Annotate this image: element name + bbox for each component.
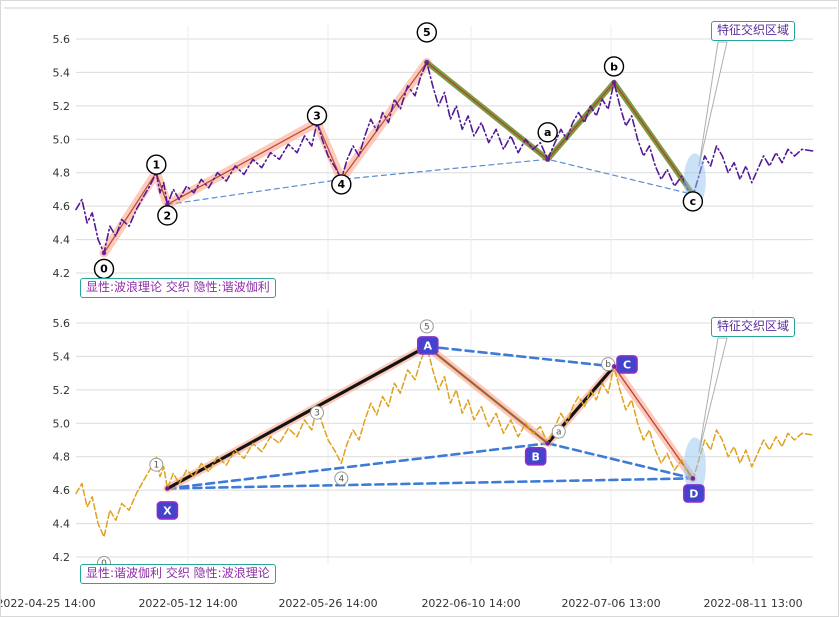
top-y-tick-label: 4.2 — [53, 267, 71, 280]
top-annotation-box: 特征交织区域 — [711, 21, 796, 41]
bottom-y-tick-label: 4.8 — [53, 451, 71, 464]
bottom-annotation-box: 特征交织区域 — [711, 317, 796, 337]
bottom-y-tick-label: 4.2 — [53, 551, 71, 564]
minor-wave-label-text-4: 4 — [338, 474, 344, 484]
bottom-price-line — [75, 345, 814, 538]
bottom-y-tick-label: 4.6 — [53, 484, 71, 497]
harmonic-thick-line — [165, 344, 429, 491]
harmonic-dashed-line — [546, 441, 695, 480]
wave-label-4 — [331, 174, 352, 195]
minor-wave-label-a — [551, 424, 566, 439]
wave-label-text-0: 0 — [100, 263, 108, 276]
x-axis-label: 2022-08-11 13:00 — [703, 597, 802, 610]
minor-wave-label-text-0: 0 — [101, 559, 107, 569]
harmonic-dashed-line — [166, 477, 695, 490]
harmonic-label-B — [524, 447, 547, 466]
wave-label-c — [682, 191, 704, 212]
wave-label-text-4: 4 — [337, 178, 345, 191]
wave-label-text-a: a — [544, 126, 551, 139]
wave-label-text-b: b — [610, 60, 618, 73]
top-y-tick-label: 5.6 — [53, 33, 71, 46]
bottom-y-tick-label: 5.0 — [53, 417, 71, 430]
minor-wave-label-1 — [149, 457, 164, 472]
top-y-tick-label: 5.4 — [53, 66, 71, 79]
top-legend-box: 显性:波浪理论 交织 隐性:谐波伽利 — [80, 278, 276, 298]
bottom-y-tick-label: 5.4 — [53, 350, 71, 363]
wave-label-5 — [416, 22, 438, 43]
wave-label-1 — [146, 154, 167, 175]
top-price-line — [75, 61, 814, 254]
minor-wave-label-3 — [309, 405, 324, 420]
top-y-tick-label: 4.8 — [53, 167, 71, 180]
wave-label-b — [603, 56, 625, 77]
wave-label-a — [537, 122, 558, 143]
x-axis-label: 2022-04-25 14:00 — [1, 597, 96, 610]
harmonic-label-text-A: A — [424, 339, 433, 352]
harmonic-dashed-line — [166, 441, 550, 490]
bottom-y-tick-label: 5.2 — [53, 384, 71, 397]
minor-wave-label-text-1: 1 — [153, 461, 159, 471]
x-axis-label: 2022-07-06 13:00 — [561, 597, 660, 610]
bottom-highlight-ellipse — [683, 437, 706, 496]
top-annotation-pointer — [698, 41, 728, 167]
wave-label-text-1: 1 — [153, 159, 161, 172]
harmonic-label-text-D: D — [689, 487, 698, 500]
minor-wave-label-b — [601, 357, 616, 372]
top-y-tick-label: 4.4 — [53, 234, 71, 247]
x-axis-label: 2022-06-10 14:00 — [421, 597, 520, 610]
top-y-tick-label: 5.0 — [53, 133, 71, 146]
wave-label-text-c: c — [690, 195, 697, 208]
wave-label-text-3: 3 — [313, 109, 321, 122]
bottom-y-tick-label: 5.6 — [53, 317, 71, 330]
top-corrective-green-line — [424, 59, 696, 198]
bottom-y-tick-label: 4.4 — [53, 518, 71, 531]
bottom-annotation-pointer — [698, 337, 728, 453]
bottom-legend-box: 显性:谐波伽利 交织 隐性:波浪理论 — [80, 564, 276, 584]
minor-wave-label-text-a: a — [556, 428, 562, 438]
top-y-tick-label: 5.2 — [53, 100, 71, 113]
wave-label-text-2: 2 — [164, 209, 172, 222]
harmonic-dashed-line — [425, 345, 616, 368]
x-axis-label: 2022-05-12 14:00 — [138, 597, 237, 610]
harmonic-label-text-B: B — [531, 450, 539, 463]
minor-wave-label-text-b: b — [605, 360, 611, 370]
minor-wave-label-4 — [334, 471, 349, 486]
top-y-tick-label: 4.6 — [53, 200, 71, 213]
top-support-dashed-line — [166, 158, 694, 206]
minor-wave-label-text-3: 3 — [314, 409, 320, 419]
x-axis-label: 2022-05-26 14:00 — [278, 597, 377, 610]
wave-label-text-5: 5 — [423, 26, 431, 39]
wave-label-3 — [306, 105, 328, 126]
minor-wave-label-text-5: 5 — [424, 322, 430, 332]
harmonic-label-A — [417, 336, 439, 355]
harmonic-label-text-C: C — [623, 358, 631, 371]
harmonic-label-X — [156, 501, 179, 520]
harmonic-label-C — [616, 355, 638, 374]
minor-wave-label-5 — [419, 319, 434, 334]
harmonic-label-D — [683, 484, 705, 503]
harmonic-label-text-X: X — [163, 504, 172, 517]
wave-label-2 — [157, 205, 178, 226]
